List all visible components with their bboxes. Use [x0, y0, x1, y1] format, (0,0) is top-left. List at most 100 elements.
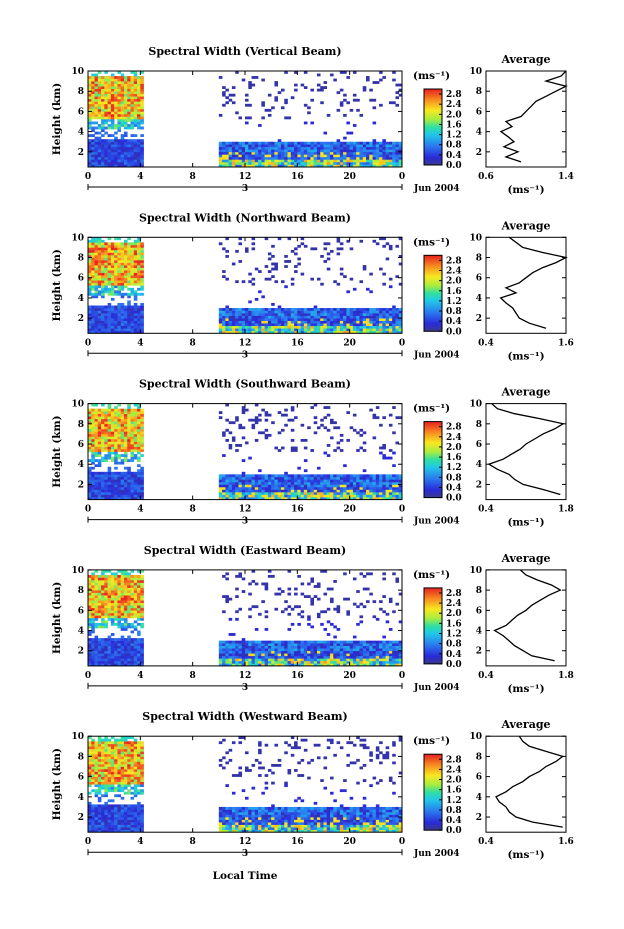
heatmap-cell — [264, 436, 269, 440]
heatmap-cell — [130, 81, 135, 84]
heatmap-cell — [271, 421, 275, 425]
heatmap-cell — [110, 124, 115, 127]
heatmap-cell — [130, 282, 135, 286]
heatmap-cell — [290, 310, 295, 314]
heatmap-cell — [326, 267, 331, 271]
heatmap-cell — [349, 476, 354, 480]
heatmap-cell — [395, 474, 400, 478]
heatmap-cell — [137, 151, 141, 155]
heatmap-cell — [107, 406, 112, 409]
heatmap-cell — [107, 610, 112, 614]
heatmap-cell — [107, 108, 112, 112]
heatmap-cell — [97, 88, 102, 92]
heatmap-cell — [104, 119, 108, 122]
heatmap-cell — [107, 663, 112, 667]
heatmap-cell — [294, 497, 298, 500]
heatmap-cell — [110, 605, 115, 609]
heatmap-cell — [238, 260, 243, 263]
heatmap-cell — [254, 315, 259, 319]
heatmap-cell — [107, 574, 112, 578]
heatmap-cell — [140, 262, 144, 266]
heatmap-cell — [369, 320, 373, 324]
heatmap-cell — [392, 161, 396, 165]
heatmap-cell — [251, 426, 256, 430]
heatmap-cell — [120, 418, 125, 422]
heatmap-cell — [238, 497, 243, 500]
heatmap-cell — [254, 146, 259, 150]
heatmap-cell — [97, 275, 102, 279]
heatmap-cell — [91, 413, 95, 417]
heatmap-cell — [258, 486, 262, 490]
heatmap-cell — [346, 159, 350, 163]
heatmap-cell — [333, 164, 337, 168]
heatmap-cell — [94, 635, 99, 639]
heatmap-cell — [97, 580, 102, 583]
heatmap-cell — [225, 156, 229, 160]
heatmap-cell — [392, 497, 396, 500]
heatmap-cell — [277, 164, 282, 168]
heatmap-cell — [290, 323, 295, 327]
heatmap-cell — [130, 426, 135, 430]
heatmap-cell — [114, 474, 118, 478]
heatmap-cell — [123, 595, 128, 598]
heatmap-cell — [94, 663, 99, 667]
heatmap-cell — [297, 141, 301, 145]
heatmap-cells — [88, 71, 403, 168]
heatmap-cell — [97, 423, 102, 427]
heatmap-cell — [287, 146, 292, 150]
heatmap-cell — [88, 93, 92, 97]
heatmap-cell — [91, 320, 95, 324]
heatmap-cell — [271, 658, 275, 662]
heatmap-cell — [123, 615, 128, 619]
heatmap-cell — [287, 310, 292, 314]
heatmap-cell — [114, 108, 118, 112]
heatmap-cell — [222, 313, 226, 316]
heatmap-cell — [248, 323, 252, 327]
heatmap-cell — [245, 408, 249, 412]
heatmap-cell — [231, 653, 236, 657]
heatmap-cell — [284, 413, 288, 417]
heatmap-cell — [107, 600, 112, 604]
heatmap-cell — [323, 320, 328, 324]
heatmap-cell — [225, 146, 229, 150]
heatmap-cell — [258, 640, 262, 644]
heatmap-cell — [123, 663, 128, 667]
heatmap-cell — [248, 640, 252, 644]
heatmap-cell — [120, 577, 125, 581]
heatmap-cell — [140, 287, 144, 291]
heatmap-cell — [392, 159, 396, 163]
heatmap-cell — [120, 492, 125, 495]
heatmap-cell — [336, 151, 341, 155]
heatmap-cell — [235, 444, 239, 447]
heatmap-cell — [300, 479, 305, 483]
heatmap-cell — [137, 96, 141, 100]
heatmap-cell — [287, 658, 292, 662]
heatmap-cell — [287, 648, 292, 652]
heatmap-cell — [388, 484, 393, 488]
heatmap-cell — [137, 242, 141, 246]
heatmap-cell — [310, 154, 314, 158]
heatmap-cell — [120, 270, 125, 273]
heatmap-cell — [120, 91, 125, 95]
heatmap-cell — [110, 257, 115, 261]
heatmap-cell — [362, 479, 367, 483]
heatmap-cell — [294, 325, 298, 329]
heatmap-cell — [114, 254, 118, 258]
heatmap-cell — [359, 489, 364, 493]
heatmap-cell — [91, 76, 95, 79]
heatmap-cell — [254, 323, 259, 327]
heatmap-cell — [114, 247, 118, 251]
heatmap-cell — [362, 149, 367, 153]
heatmap-cell — [356, 320, 360, 324]
heatmap-cell — [392, 492, 396, 495]
heatmap-cell — [101, 320, 105, 324]
heatmap-cell — [133, 113, 138, 117]
heatmap-cell — [88, 305, 92, 309]
heatmap-cell — [297, 650, 301, 654]
heatmap-cell — [140, 413, 144, 417]
heatmap-cell — [241, 426, 246, 430]
heatmap-cell — [94, 308, 99, 311]
heatmap-cell — [290, 406, 295, 409]
heatmap-cell — [316, 660, 321, 664]
heatmap-cell — [88, 615, 92, 619]
